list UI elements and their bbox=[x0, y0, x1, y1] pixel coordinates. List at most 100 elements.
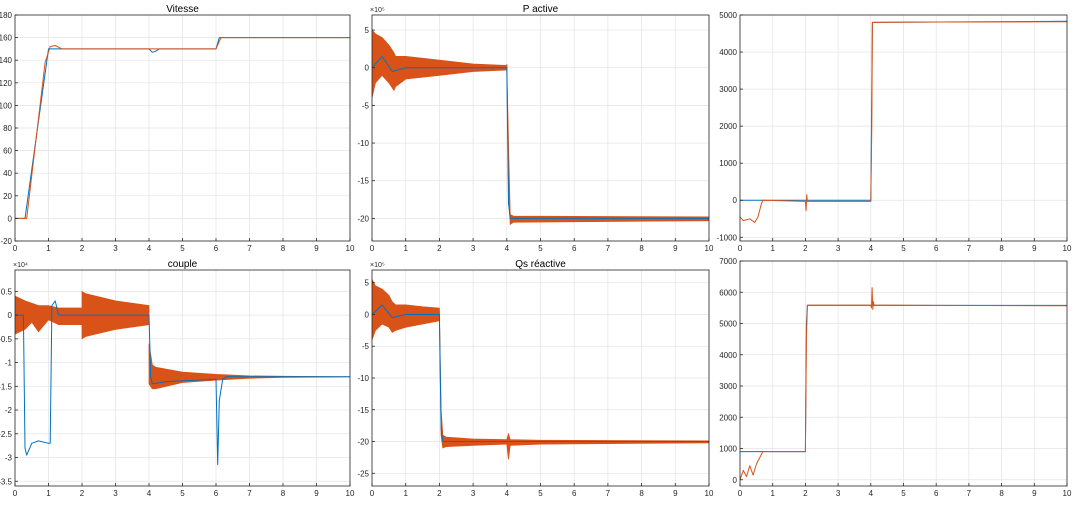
y-tick-label: -20 bbox=[0, 237, 12, 246]
series-line bbox=[15, 37, 350, 219]
x-tick-label: 9 bbox=[673, 244, 678, 253]
x-tick-label: 6 bbox=[934, 244, 939, 253]
x-tick-label: 0 bbox=[738, 489, 743, 498]
x-tick-label: 10 bbox=[705, 244, 714, 253]
chart-title: P active bbox=[523, 4, 559, 15]
series-line bbox=[740, 287, 1067, 480]
y-tick-label: 5000 bbox=[719, 320, 737, 329]
x-tick-label: 9 bbox=[314, 489, 319, 498]
y-tick-label: -20 bbox=[357, 214, 369, 223]
series-line bbox=[372, 304, 709, 442]
y-tick-label: 3000 bbox=[719, 85, 737, 94]
y-tick-label: 4000 bbox=[719, 351, 737, 360]
x-tick-label: 6 bbox=[934, 489, 939, 498]
x-tick-label: 5 bbox=[901, 489, 906, 498]
x-tick-label: 6 bbox=[572, 244, 577, 253]
y-tick-label: 140 bbox=[0, 56, 13, 65]
x-tick-label: 8 bbox=[639, 489, 644, 498]
x-tick-label: 7 bbox=[967, 244, 972, 253]
data-layer bbox=[740, 20, 1067, 223]
x-tick-label: 4 bbox=[147, 489, 152, 498]
series-line bbox=[372, 55, 709, 219]
data-layer bbox=[740, 287, 1067, 480]
x-tick-label: 10 bbox=[1063, 244, 1072, 253]
x-tick-label: 8 bbox=[999, 489, 1004, 498]
oscillation-band bbox=[438, 311, 709, 460]
data-layer bbox=[372, 279, 709, 460]
y-tick-label: -20 bbox=[357, 438, 369, 447]
y-tick-label: 2000 bbox=[719, 122, 737, 131]
y-tick-label: 180 bbox=[0, 11, 13, 20]
x-tick-label: 5 bbox=[180, 244, 185, 253]
x-tick-label: 2 bbox=[803, 244, 808, 253]
y-tick-label: 160 bbox=[0, 34, 13, 43]
series-line bbox=[740, 21, 1067, 223]
x-tick-label: 10 bbox=[705, 489, 714, 498]
y-tick-label: 1000 bbox=[719, 159, 737, 168]
y-tick-label: 0.5 bbox=[1, 287, 13, 296]
chart-p-active: 0 1 2 3 4 5 6 7 8 9 10 -20 -15 -10 -5 0 5 P active ×10⁵ bbox=[357, 4, 714, 253]
y-tick-label: 20 bbox=[3, 192, 12, 201]
y-tick-label: 0 bbox=[8, 214, 13, 223]
y-tick-label: 100 bbox=[0, 101, 13, 110]
chart-couple: 0 1 2 3 4 5 6 7 8 9 10 -3.5 -3 -2.5 -2 -1.5 -1 -0.5 0 0.5 co… bbox=[0, 259, 355, 498]
x-tick-label: 8 bbox=[281, 489, 286, 498]
x-tick-label: 0 bbox=[13, 244, 18, 253]
data-layer bbox=[372, 29, 709, 226]
x-tick-label: 1 bbox=[770, 244, 775, 253]
y-tick-label: -10 bbox=[357, 139, 369, 148]
x-tick-label: 8 bbox=[639, 244, 644, 253]
data-layer bbox=[15, 37, 350, 219]
y-tick-label: -1 bbox=[5, 359, 13, 368]
x-tick-label: 10 bbox=[346, 489, 355, 498]
chart-qs-reactive: 0 1 2 3 4 5 6 7 8 9 10 -25 -20 -15 -10 -5 0 5 Qs réactive ×… bbox=[357, 259, 714, 498]
y-tick-label: 0 bbox=[365, 64, 370, 73]
x-tick-label: 0 bbox=[370, 244, 375, 253]
y-tick-label: -2.5 bbox=[0, 430, 13, 439]
series-line bbox=[15, 37, 350, 219]
y-tick-label: -0.5 bbox=[0, 335, 13, 344]
y-tick-label: 4000 bbox=[719, 48, 737, 57]
y-tick-label: -5 bbox=[362, 101, 370, 110]
x-tick-label: 7 bbox=[967, 489, 972, 498]
y-tick-label: 40 bbox=[3, 169, 12, 178]
y-tick-label: -25 bbox=[357, 469, 369, 478]
x-tick-label: 7 bbox=[247, 244, 252, 253]
x-tick-label: 0 bbox=[370, 489, 375, 498]
y-tick-label: 5 bbox=[365, 279, 370, 288]
x-tick-label: 5 bbox=[538, 489, 543, 498]
chart-vitesse: 0 1 2 3 4 5 6 7 8 9 10-20020406080100120140160180V… bbox=[0, 4, 355, 253]
x-tick-label: 7 bbox=[247, 489, 252, 498]
x-tick-label: 5 bbox=[538, 244, 543, 253]
y-tick-label: 0 bbox=[8, 311, 13, 320]
y-tick-label: -10 bbox=[357, 374, 369, 383]
y-tick-label: 80 bbox=[3, 124, 12, 133]
x-tick-label: 4 bbox=[505, 489, 510, 498]
x-tick-label: 2 bbox=[80, 244, 85, 253]
x-tick-label: 3 bbox=[471, 244, 476, 253]
x-tick-label: 3 bbox=[471, 489, 476, 498]
x-tick-label: 1 bbox=[46, 489, 51, 498]
x-tick-label: 9 bbox=[673, 489, 678, 498]
data-layer bbox=[15, 290, 350, 466]
y-tick-label: 2000 bbox=[719, 413, 737, 422]
x-tick-label: 9 bbox=[1032, 244, 1037, 253]
y-tick-label: 120 bbox=[0, 79, 13, 88]
x-tick-label: 6 bbox=[214, 489, 219, 498]
x-tick-label: 4 bbox=[147, 244, 152, 253]
axis-multiplier: ×10⁵ bbox=[370, 7, 385, 14]
x-tick-label: 7 bbox=[606, 244, 611, 253]
x-tick-label: 2 bbox=[80, 489, 85, 498]
x-tick-label: 2 bbox=[437, 489, 442, 498]
y-tick-label: 5000 bbox=[719, 11, 737, 20]
y-tick-label: 6000 bbox=[719, 288, 737, 297]
x-tick-label: 0 bbox=[13, 489, 18, 498]
x-tick-label: 7 bbox=[606, 489, 611, 498]
y-tick-label: -3.5 bbox=[0, 477, 13, 486]
axis-multiplier: ×10⁵ bbox=[370, 262, 385, 269]
y-tick-label: 1000 bbox=[719, 445, 737, 454]
y-tick-label: 0 bbox=[733, 196, 738, 205]
x-tick-label: 4 bbox=[869, 244, 874, 253]
